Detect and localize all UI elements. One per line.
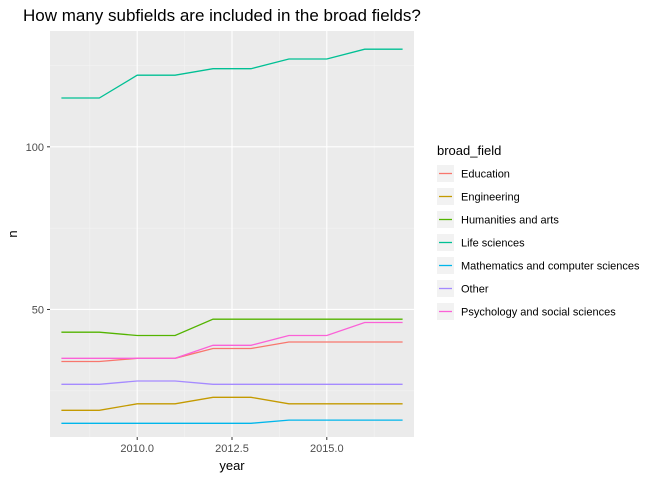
y-axis: 50 100: [26, 142, 50, 316]
legend: broad_field Education Engineering Humaniti…: [437, 143, 640, 320]
series-line: [61, 396, 403, 411]
series-line: [61, 419, 403, 424]
legend-label: Humanities and arts: [461, 215, 559, 227]
major-grid: [50, 31, 414, 437]
legend-label: Education: [461, 169, 510, 181]
legend-label: Engineering: [461, 192, 520, 204]
x-axis-label: year: [219, 458, 245, 473]
chart-title: How many subfields are included in the b…: [23, 6, 421, 25]
y-tick-label: 50: [32, 304, 44, 316]
y-axis-label: n: [5, 230, 20, 237]
legend-title: broad_field: [437, 143, 501, 158]
legend-label: Psychology and social sciences: [461, 307, 616, 319]
legend-label: Mathematics and computer sciences: [461, 261, 640, 273]
x-tick-label: 2015.0: [310, 443, 344, 455]
x-axis: 2010.0 2012.5 2015.0: [120, 437, 344, 455]
legend-items: Education Engineering Humanities and arts L…: [437, 165, 640, 320]
series-line: [61, 321, 403, 359]
legend-label: Other: [461, 284, 489, 296]
legend-label: Life sciences: [461, 238, 525, 250]
series-line: [61, 318, 403, 337]
y-tick-label: 100: [26, 142, 44, 154]
series-lines: [61, 48, 403, 424]
series-line: [61, 48, 403, 99]
series-line: [61, 380, 403, 385]
x-tick-label: 2010.0: [120, 443, 154, 455]
series-line: [61, 341, 403, 363]
x-tick-label: 2012.5: [215, 443, 249, 455]
